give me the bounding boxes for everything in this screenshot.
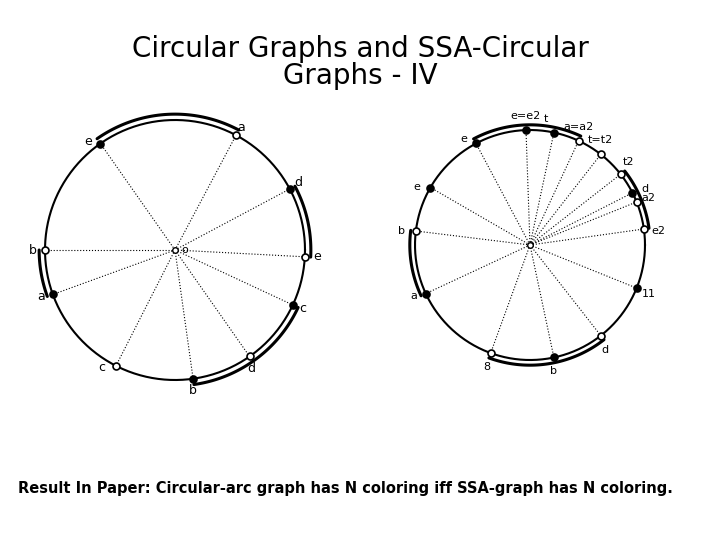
Text: d: d bbox=[294, 177, 302, 190]
Text: b: b bbox=[189, 384, 197, 397]
Text: e=e2: e=e2 bbox=[511, 111, 541, 121]
Text: e: e bbox=[461, 134, 467, 145]
Text: 11: 11 bbox=[642, 289, 656, 299]
Text: Result In Paper: Circular-arc graph has N coloring iff SSA-graph has N coloring.: Result In Paper: Circular-arc graph has … bbox=[18, 481, 673, 496]
Text: Circular Graphs and SSA-Circular: Circular Graphs and SSA-Circular bbox=[132, 35, 588, 63]
Text: 8: 8 bbox=[483, 362, 490, 372]
Text: a: a bbox=[410, 291, 417, 301]
Text: d: d bbox=[248, 362, 256, 375]
Text: t2: t2 bbox=[623, 157, 634, 167]
Text: d: d bbox=[601, 345, 608, 355]
Text: e2: e2 bbox=[651, 226, 665, 236]
Text: a: a bbox=[37, 290, 45, 303]
Text: Graphs - IV: Graphs - IV bbox=[283, 62, 437, 90]
Text: t: t bbox=[544, 113, 548, 124]
Text: e: e bbox=[84, 135, 92, 148]
Text: a2: a2 bbox=[642, 193, 656, 203]
Text: b: b bbox=[29, 244, 37, 256]
Text: c: c bbox=[300, 302, 306, 315]
Text: b: b bbox=[398, 226, 405, 236]
Text: o: o bbox=[181, 245, 188, 255]
Text: e: e bbox=[313, 251, 320, 264]
Text: d: d bbox=[641, 184, 648, 194]
Text: b: b bbox=[550, 367, 557, 376]
Text: a: a bbox=[237, 121, 245, 134]
Text: c: c bbox=[99, 361, 106, 374]
Text: a=a2: a=a2 bbox=[564, 122, 594, 132]
Text: e: e bbox=[413, 183, 420, 192]
Text: t=t2: t=t2 bbox=[588, 136, 613, 145]
